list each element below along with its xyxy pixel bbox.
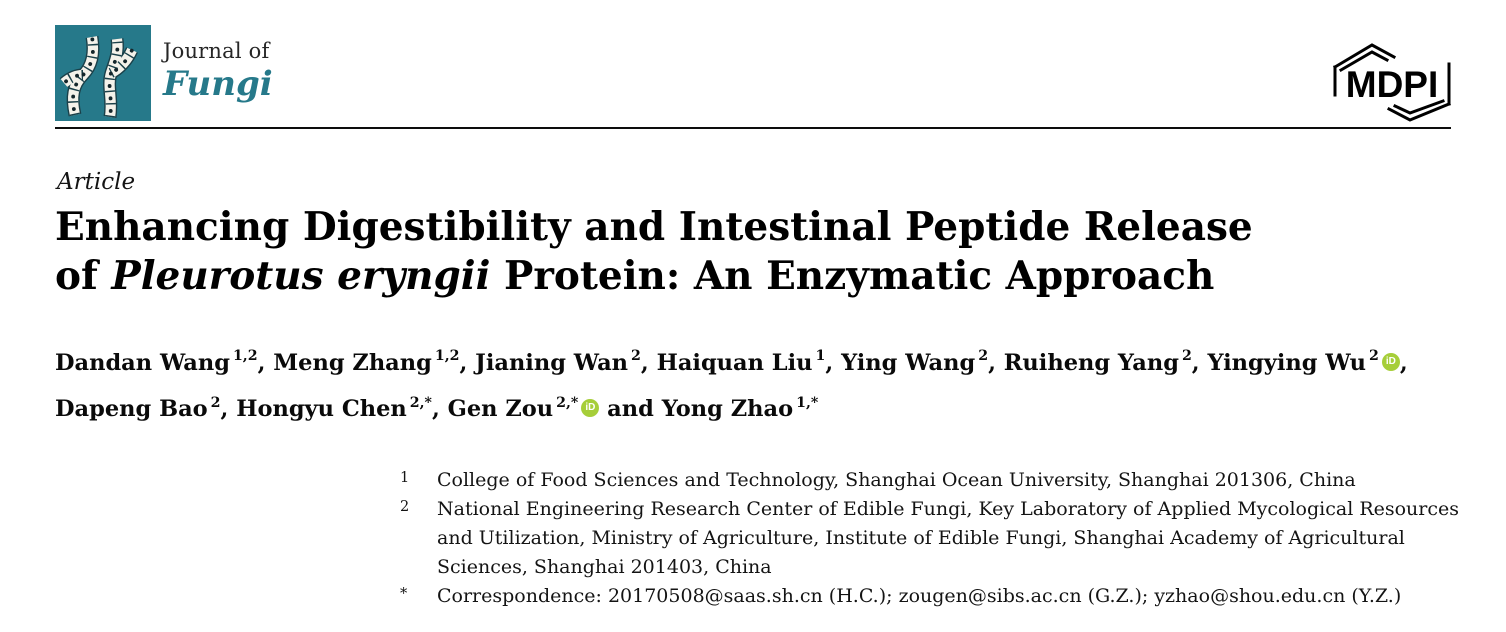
page-title: Enhancing Digestibility and Intestinal P… xyxy=(55,203,1455,301)
journal-name: Journal of Fungi xyxy=(163,39,273,104)
title-line1: Enhancing Digestibility and Intestinal P… xyxy=(55,204,1253,250)
author: Ying Wang 2, xyxy=(841,348,1004,376)
affiliation-marker: 2 xyxy=(400,499,410,515)
author: Yong Zhao 1,* xyxy=(661,394,819,423)
title-species-italic: Pleurotus eryngii xyxy=(111,253,491,299)
header-divider xyxy=(55,127,1451,129)
author: Jianing Wan 2, xyxy=(475,348,657,376)
affiliation-text: College of Food Sciences and Technology,… xyxy=(437,469,1356,491)
author-list: Dandan Wang 1,2, Meng Zhang 1,2, Jianing W… xyxy=(55,337,1455,430)
affiliation-row: 1 College of Food Sciences and Technology… xyxy=(400,466,1462,495)
affiliation-text: National Engineering Research Center of … xyxy=(437,498,1460,578)
affiliation-marker: * xyxy=(400,586,408,602)
author: Haiquan Liu 1, xyxy=(656,348,842,376)
author: Gen Zou 2,* iD and xyxy=(447,394,662,423)
affiliation-row: * Correspondence: 20170508@saas.sh.cn (H.… xyxy=(400,582,1462,611)
journal-name-prefix: Journal of xyxy=(163,39,270,63)
author: Yingying Wu 2 iD, xyxy=(1207,348,1408,376)
affiliation-row: 2 National Engineering Research Center of… xyxy=(400,495,1462,582)
affiliation-list: 1 College of Food Sciences and Technology… xyxy=(400,466,1462,611)
title-line2-suffix: Protein: An Enzymatic Approach xyxy=(490,253,1215,299)
orcid-icon[interactable]: iD xyxy=(581,399,600,417)
svg-text:MDPI: MDPI xyxy=(1346,64,1439,105)
author: Meng Zhang 1,2, xyxy=(273,348,476,376)
journal-name-main: Fungi xyxy=(163,64,273,104)
author: Hongyu Chen 2,*, xyxy=(236,394,448,423)
article-type-label: Article xyxy=(57,169,136,195)
orcid-icon[interactable]: iD xyxy=(1381,352,1400,371)
journal-of-fungi-logo-icon xyxy=(55,25,151,121)
affiliation-marker: 1 xyxy=(400,470,410,486)
author: Dapeng Bao 2, xyxy=(55,394,237,423)
title-line2-prefix: of xyxy=(55,253,112,299)
mdpi-logo-icon: MDPI xyxy=(1332,43,1451,122)
author: Ruiheng Yang 2, xyxy=(1003,348,1208,376)
affiliation-text: Correspondence: 20170508@saas.sh.cn (H.C… xyxy=(437,585,1402,607)
author: Dandan Wang 1,2, xyxy=(55,348,274,376)
